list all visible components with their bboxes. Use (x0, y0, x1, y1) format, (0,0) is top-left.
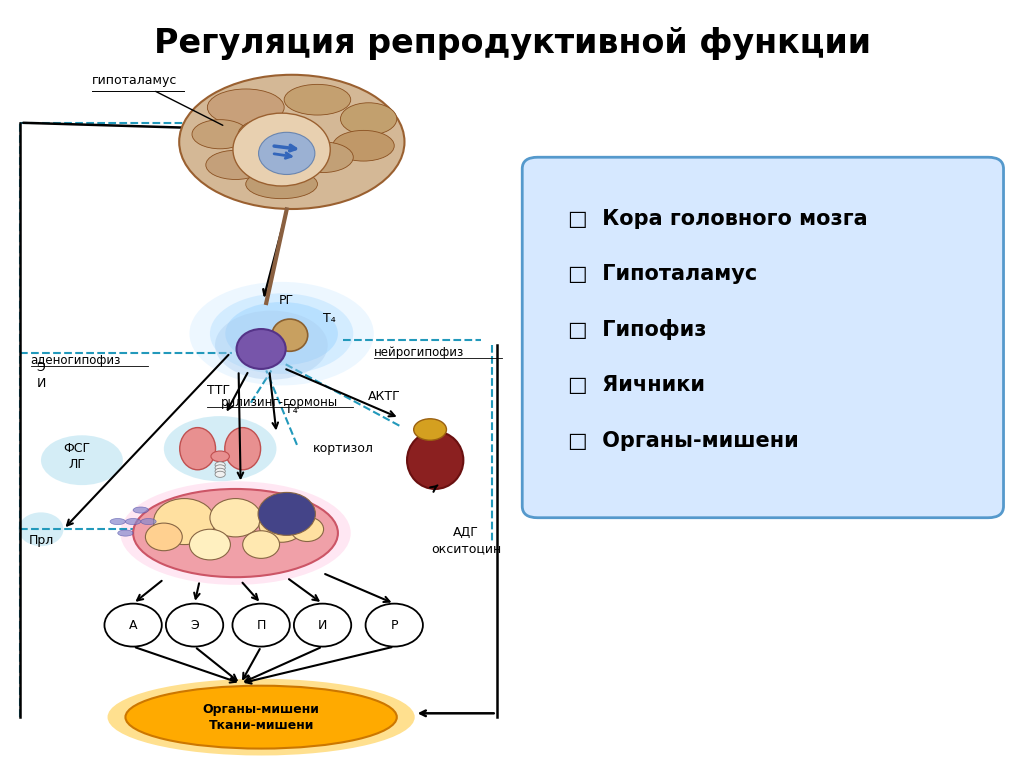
Ellipse shape (125, 518, 141, 525)
Text: Т₄: Т₄ (323, 312, 335, 324)
Circle shape (166, 604, 223, 647)
Text: □  Кора головного мозга: □ Кора головного мозга (568, 209, 868, 229)
Ellipse shape (211, 451, 229, 462)
Ellipse shape (164, 416, 276, 482)
Ellipse shape (207, 89, 284, 126)
Ellipse shape (189, 282, 374, 386)
Circle shape (189, 529, 230, 560)
Ellipse shape (215, 471, 225, 477)
Text: АКТГ: АКТГ (368, 390, 400, 403)
Ellipse shape (141, 518, 157, 525)
Ellipse shape (215, 468, 225, 474)
Text: АДГ
окситоцин: АДГ окситоцин (431, 526, 501, 555)
Ellipse shape (340, 103, 397, 135)
Ellipse shape (41, 436, 123, 486)
Ellipse shape (407, 432, 463, 489)
Text: Прл: Прл (29, 535, 53, 547)
Circle shape (154, 499, 215, 545)
Text: Регуляция репродуктивной функции: Регуляция репродуктивной функции (154, 27, 870, 60)
Ellipse shape (272, 319, 308, 351)
Circle shape (104, 604, 162, 647)
Circle shape (291, 517, 324, 542)
Ellipse shape (125, 686, 397, 749)
Ellipse shape (180, 427, 216, 469)
Ellipse shape (258, 133, 315, 175)
Ellipse shape (215, 465, 225, 471)
Circle shape (294, 604, 351, 647)
Text: А: А (129, 619, 137, 631)
Circle shape (145, 523, 182, 551)
Circle shape (258, 492, 315, 535)
Text: Р: Р (390, 619, 398, 631)
Ellipse shape (215, 311, 328, 380)
Ellipse shape (111, 518, 126, 525)
Ellipse shape (238, 118, 305, 150)
Ellipse shape (237, 329, 286, 369)
Ellipse shape (292, 142, 353, 173)
Ellipse shape (191, 120, 248, 149)
Text: гипоталамус: гипоталамус (92, 74, 223, 125)
Ellipse shape (118, 530, 133, 536)
Text: ТТГ: ТТГ (207, 384, 229, 397)
Text: Органы-мишени
Ткани-мишени: Органы-мишени Ткани-мишени (203, 703, 319, 732)
Text: □  Гипоталамус: □ Гипоталамус (568, 264, 758, 284)
Text: нейрогипофиз: нейрогипофиз (374, 347, 464, 359)
Ellipse shape (225, 302, 338, 365)
Ellipse shape (133, 507, 148, 513)
Ellipse shape (215, 462, 225, 468)
Ellipse shape (206, 150, 265, 179)
Ellipse shape (108, 679, 415, 755)
Circle shape (366, 604, 423, 647)
Text: Э: Э (190, 619, 199, 631)
Circle shape (259, 509, 304, 542)
Text: ФСГ
ЛГ: ФСГ ЛГ (63, 442, 90, 471)
Ellipse shape (232, 114, 330, 186)
Text: рилизинг-гормоны: рилизинг-гормоны (221, 397, 338, 409)
Ellipse shape (414, 419, 446, 440)
Ellipse shape (133, 489, 338, 577)
Ellipse shape (333, 130, 394, 161)
Text: □  Органы-мишени: □ Органы-мишени (568, 431, 799, 451)
Text: Э
И: Э И (36, 361, 46, 390)
FancyBboxPatch shape (522, 157, 1004, 518)
Text: кортизол: кортизол (313, 443, 374, 455)
Ellipse shape (179, 75, 404, 209)
Circle shape (232, 604, 290, 647)
Text: П: П (256, 619, 266, 631)
Text: И: И (317, 619, 328, 631)
Ellipse shape (246, 170, 317, 199)
Circle shape (18, 512, 63, 546)
Ellipse shape (121, 482, 350, 584)
Circle shape (210, 499, 261, 537)
Text: □  Яичники: □ Яичники (568, 375, 706, 395)
Circle shape (243, 531, 280, 558)
Text: □  Гипофиз: □ Гипофиз (568, 319, 707, 340)
Ellipse shape (210, 294, 353, 374)
Text: аденогипофиз: аденогипофиз (31, 354, 121, 367)
Ellipse shape (224, 427, 260, 469)
Text: РГ: РГ (280, 294, 294, 307)
Text: Т₄: Т₄ (286, 403, 298, 416)
Ellipse shape (284, 84, 350, 115)
